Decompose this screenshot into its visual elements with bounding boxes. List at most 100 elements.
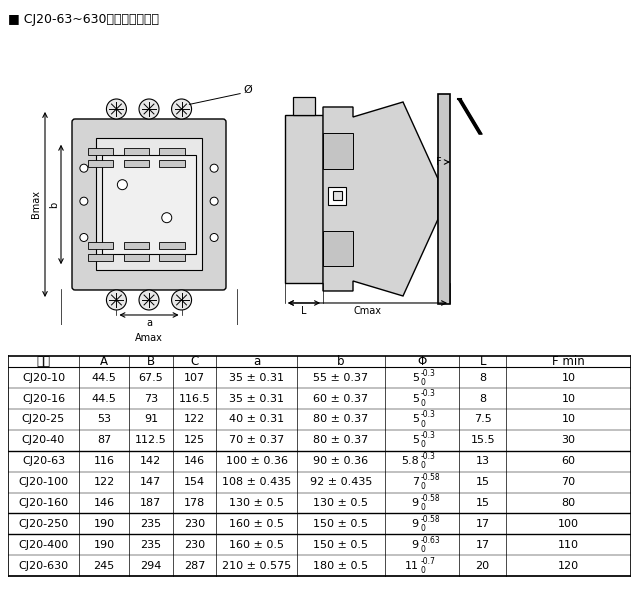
Text: 15: 15 (476, 498, 490, 508)
Text: 230: 230 (184, 519, 205, 529)
Text: -0.63: -0.63 (420, 535, 440, 544)
Text: 92 ± 0.435: 92 ± 0.435 (310, 477, 372, 487)
Text: 44.5: 44.5 (92, 393, 117, 404)
Text: 55 ± 0.37: 55 ± 0.37 (313, 373, 368, 382)
Text: 15.5: 15.5 (470, 436, 495, 445)
Text: 160 ± 0.5: 160 ± 0.5 (229, 519, 284, 529)
Circle shape (210, 164, 218, 172)
Text: 146: 146 (184, 456, 205, 466)
Text: 0: 0 (420, 482, 426, 491)
FancyBboxPatch shape (323, 134, 353, 169)
Text: 8: 8 (479, 393, 486, 404)
FancyBboxPatch shape (159, 160, 185, 166)
Text: 80: 80 (561, 498, 575, 508)
Text: 235: 235 (140, 540, 162, 550)
Text: 142: 142 (140, 456, 162, 466)
Text: CJ20-630: CJ20-630 (18, 561, 69, 571)
Text: CJ20-160: CJ20-160 (18, 498, 69, 508)
Circle shape (210, 234, 218, 241)
Text: 35 ± 0.31: 35 ± 0.31 (229, 373, 284, 382)
FancyBboxPatch shape (159, 243, 185, 249)
Text: 10: 10 (561, 414, 575, 425)
Text: F: F (436, 157, 442, 167)
Text: 80 ± 0.37: 80 ± 0.37 (313, 436, 369, 445)
FancyBboxPatch shape (89, 148, 113, 155)
FancyBboxPatch shape (124, 254, 149, 261)
Circle shape (106, 290, 126, 310)
Text: F min: F min (552, 356, 585, 368)
Text: 190: 190 (94, 519, 115, 529)
Circle shape (139, 290, 159, 310)
Text: 178: 178 (184, 498, 205, 508)
Text: 10: 10 (561, 373, 575, 382)
Text: 187: 187 (140, 498, 162, 508)
Text: 210 ± 0.575: 210 ± 0.575 (222, 561, 292, 571)
FancyBboxPatch shape (102, 155, 196, 254)
Text: -0.58: -0.58 (420, 515, 440, 524)
Text: 87: 87 (97, 436, 111, 445)
Text: 287: 287 (184, 561, 205, 571)
Text: 0: 0 (420, 440, 426, 450)
Text: 80 ± 0.37: 80 ± 0.37 (313, 414, 369, 425)
Text: Amax: Amax (135, 333, 163, 343)
Text: 11: 11 (405, 561, 419, 571)
Text: 294: 294 (140, 561, 162, 571)
Text: 20: 20 (476, 561, 490, 571)
Text: 67.5: 67.5 (139, 373, 163, 382)
FancyBboxPatch shape (323, 231, 353, 266)
Text: 7: 7 (412, 477, 419, 487)
Text: 9: 9 (412, 498, 419, 508)
Text: 70 ± 0.37: 70 ± 0.37 (229, 436, 285, 445)
Text: 40 ± 0.31: 40 ± 0.31 (229, 414, 284, 425)
Text: ■ CJ20-63~630外形及安装尺寸: ■ CJ20-63~630外形及安装尺寸 (8, 13, 159, 26)
Text: 116: 116 (94, 456, 115, 466)
Text: 122: 122 (184, 414, 205, 425)
FancyBboxPatch shape (293, 97, 315, 115)
Circle shape (139, 99, 159, 119)
Text: 90 ± 0.36: 90 ± 0.36 (313, 456, 368, 466)
Text: 17: 17 (476, 540, 490, 550)
Text: 180 ± 0.5: 180 ± 0.5 (313, 561, 368, 571)
Text: -0.3: -0.3 (420, 390, 436, 399)
Text: 0: 0 (420, 566, 426, 575)
Text: 0: 0 (420, 461, 426, 470)
Circle shape (117, 180, 127, 190)
Circle shape (210, 197, 218, 205)
Text: 15: 15 (476, 477, 490, 487)
FancyBboxPatch shape (89, 254, 113, 261)
Text: CJ20-40: CJ20-40 (22, 436, 65, 445)
Text: 107: 107 (184, 373, 205, 382)
Text: 125: 125 (184, 436, 205, 445)
Text: 35 ± 0.31: 35 ± 0.31 (229, 393, 284, 404)
FancyBboxPatch shape (124, 243, 149, 249)
Text: 5.8: 5.8 (401, 456, 419, 466)
Text: Ø: Ø (243, 85, 252, 95)
Text: 7.5: 7.5 (474, 414, 492, 425)
Circle shape (171, 99, 192, 119)
Circle shape (80, 197, 88, 205)
Text: -0.58: -0.58 (420, 473, 440, 482)
Text: 5: 5 (412, 436, 419, 445)
Text: 108 ± 0.435: 108 ± 0.435 (222, 477, 292, 487)
Text: C: C (190, 356, 199, 368)
Text: CJ20-25: CJ20-25 (22, 414, 65, 425)
FancyBboxPatch shape (159, 254, 185, 261)
FancyBboxPatch shape (328, 186, 346, 204)
Circle shape (162, 213, 172, 223)
Text: 0: 0 (420, 399, 426, 408)
FancyBboxPatch shape (159, 148, 185, 155)
Text: -0.3: -0.3 (420, 368, 436, 378)
Text: 0: 0 (420, 524, 426, 533)
Text: 120: 120 (558, 561, 579, 571)
FancyBboxPatch shape (333, 191, 341, 200)
Text: Φ: Φ (417, 356, 427, 368)
Text: a: a (146, 318, 152, 328)
Text: L: L (480, 356, 486, 368)
Text: 5: 5 (412, 393, 419, 404)
Text: B: B (147, 356, 155, 368)
Text: CJ20-100: CJ20-100 (18, 477, 69, 487)
Text: 150 ± 0.5: 150 ± 0.5 (313, 519, 368, 529)
Text: A: A (100, 356, 108, 368)
Text: 0: 0 (420, 545, 426, 554)
Text: b: b (49, 201, 59, 208)
